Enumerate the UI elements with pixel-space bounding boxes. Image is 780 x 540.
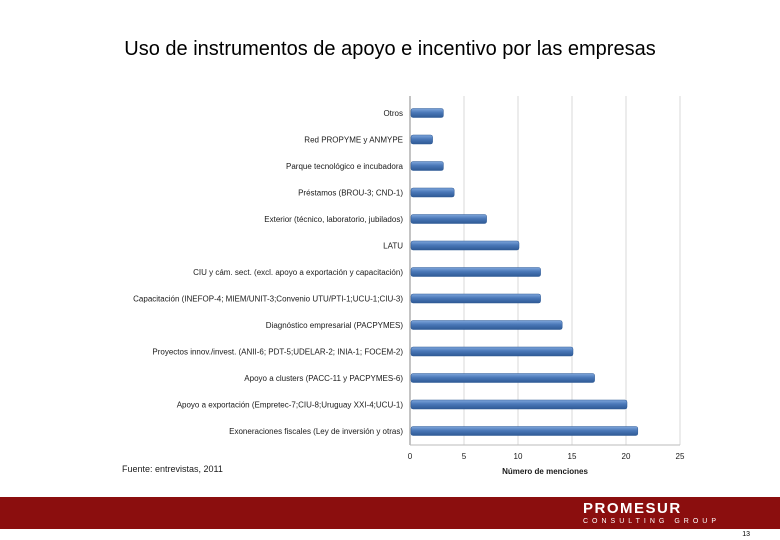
- bar: [410, 346, 574, 357]
- bar: [410, 214, 487, 224]
- x-tick-labels: 0 5 10 15 20 25: [408, 452, 685, 461]
- bar-chart: Otros Red PROPYME y ANMYPE Parque tecnológ…: [133, 96, 685, 476]
- bar: [410, 373, 595, 383]
- bars: [410, 108, 639, 436]
- bar: [410, 426, 639, 436]
- bar: [410, 161, 444, 171]
- category-label: Proyectos innov./invest. (ANII-6; PDT-5;…: [152, 348, 403, 357]
- x-tick-label: 0: [408, 452, 413, 461]
- category-label: Apoyo a clusters (PACC-11 y PACPYMES-6): [244, 374, 403, 383]
- x-tick-label: 20: [622, 452, 631, 461]
- category-labels: Otros Red PROPYME y ANMYPE Parque tecnológ…: [133, 109, 403, 436]
- bar: [410, 240, 520, 251]
- category-label: Capacitación (INEFOP-4; MIEM/UNIT-3;Conv…: [133, 295, 403, 304]
- category-label: Préstamos (BROU-3; CND-1): [298, 189, 403, 198]
- page-number: 13: [742, 531, 750, 538]
- bar: [410, 187, 455, 198]
- category-label: Parque tecnológico e incubadora: [286, 162, 404, 171]
- bar: [410, 320, 563, 330]
- bar: [410, 293, 541, 304]
- category-label: Otros: [383, 109, 403, 118]
- brand-tagline: CONSULTING GROUP: [583, 518, 720, 525]
- bar: [410, 108, 444, 118]
- category-label: Red PROPYME y ANMYPE: [304, 136, 403, 145]
- x-tick-label: 15: [568, 452, 577, 461]
- bar: [410, 134, 433, 145]
- page-title: Uso de instrumentos de apoyo e incentivo…: [124, 38, 656, 60]
- x-axis-title: Número de menciones: [502, 467, 588, 476]
- category-label: Exoneraciones fiscales (Ley de inversión…: [229, 427, 403, 436]
- brand-name: PROMESUR: [583, 500, 682, 517]
- x-tick-label: 5: [462, 452, 467, 461]
- bar: [410, 267, 541, 277]
- footer-bar: PROMESUR CONSULTING GROUP: [0, 497, 780, 529]
- category-label: Apoyo a exportación (Empretec-7;CIU-8;Ur…: [177, 401, 404, 410]
- category-label: Diagnóstico empresarial (PACPYMES): [266, 321, 404, 330]
- category-label: LATU: [383, 242, 403, 251]
- x-tick-label: 10: [514, 452, 523, 461]
- x-tick-label: 25: [676, 452, 685, 461]
- bar: [410, 399, 628, 410]
- category-label: CIU y cám. sect. (excl. apoyo a exportac…: [193, 268, 403, 277]
- brand-logo: PROMESUR CONSULTING GROUP: [583, 500, 720, 525]
- source-note: Fuente: entrevistas, 2011: [122, 464, 223, 474]
- category-label: Exterior (técnico, laboratorio, jubilado…: [264, 215, 403, 224]
